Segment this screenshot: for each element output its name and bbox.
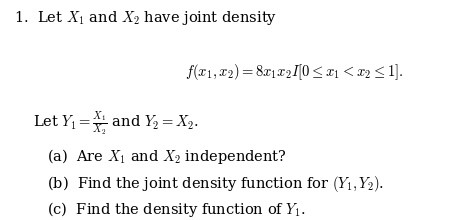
Text: 1.  Let $X_1$ and $X_2$ have joint density: 1. Let $X_1$ and $X_2$ have joint densit… xyxy=(14,9,277,27)
Text: (c)  Find the density function of $Y_1$.: (c) Find the density function of $Y_1$. xyxy=(47,200,306,219)
Text: $f(x_1, x_2) = 8x_1 x_2 I[0 \leq x_1 < x_2 \leq 1].$: $f(x_1, x_2) = 8x_1 x_2 I[0 \leq x_1 < x… xyxy=(185,62,403,82)
Text: (a)  Are $X_1$ and $X_2$ independent?: (a) Are $X_1$ and $X_2$ independent? xyxy=(47,147,287,166)
Text: (b)  Find the joint density function for $(Y_1, Y_2)$.: (b) Find the joint density function for … xyxy=(47,174,384,194)
Text: Let $Y_1 = \frac{X_1}{X_2}$ and $Y_2 = X_2$.: Let $Y_1 = \frac{X_1}{X_2}$ and $Y_2 = X… xyxy=(33,110,199,138)
